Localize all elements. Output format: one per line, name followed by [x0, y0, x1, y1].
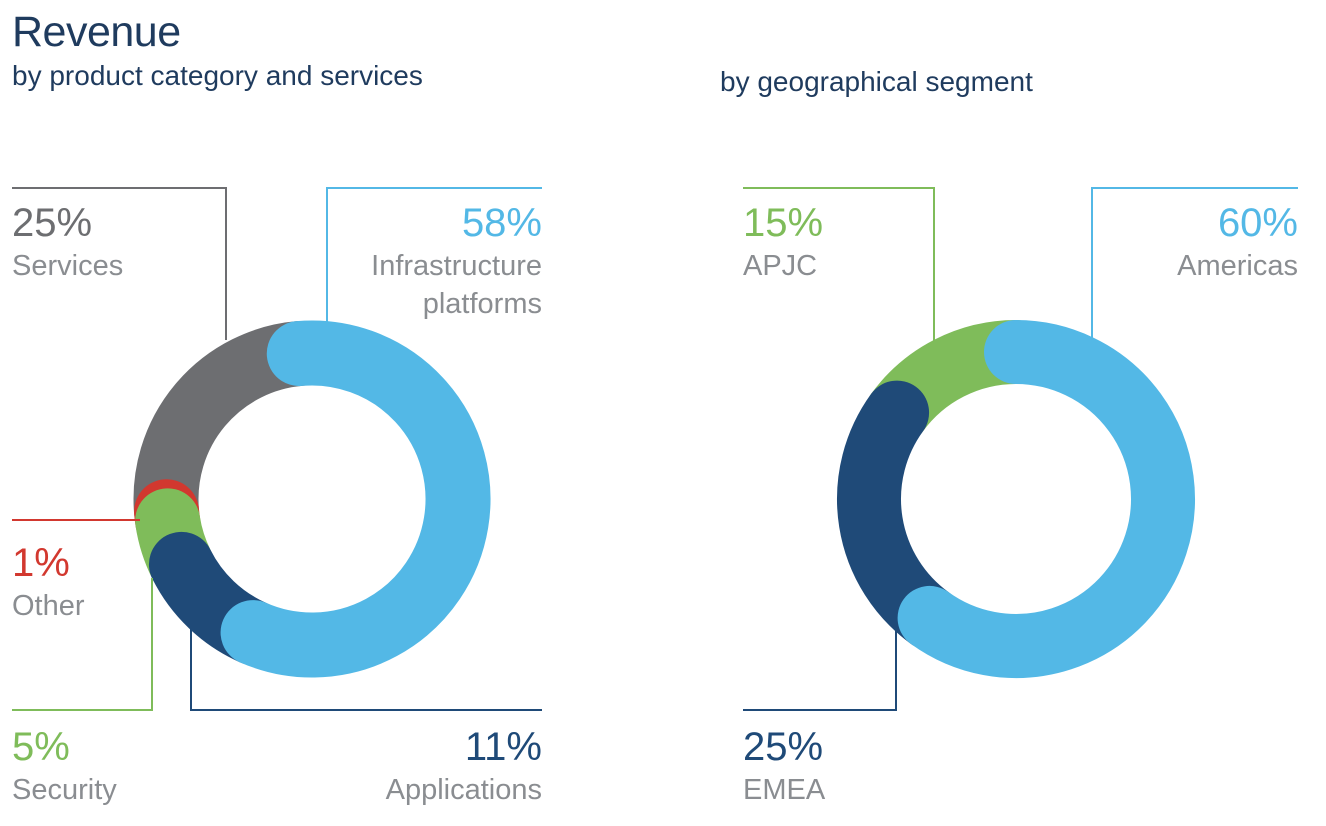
leader-line-security: [12, 578, 153, 711]
other-pct: 1%: [12, 541, 70, 585]
leader-lines: [12, 187, 1298, 711]
geo-donut: [837, 320, 1195, 678]
geo-chart-subtitle: by geographical segment: [720, 66, 1033, 97]
services-name: Services: [12, 250, 124, 282]
label-americas: 60% Americas: [1098, 203, 1298, 285]
page-title: Revenue: [12, 8, 181, 56]
label-apjc: 15% APJC: [743, 203, 823, 285]
security-name: Security: [12, 774, 117, 806]
label-applications: 11% Applications: [312, 727, 542, 809]
apjc-name: APJC: [743, 250, 818, 282]
applications-name: Applications: [385, 774, 542, 806]
applications-pct: 11%: [464, 725, 542, 769]
leader-line-apjc: [743, 187, 935, 342]
americas-pct: 60%: [1217, 201, 1298, 245]
leader-line-services: [12, 187, 227, 340]
services-pct: 25%: [12, 201, 93, 245]
product-chart-subtitle: by product category and services: [12, 60, 423, 91]
other-name: Other: [12, 590, 85, 622]
leader-line-infrastructure: [326, 187, 542, 322]
leader-line-applications: [190, 625, 542, 711]
americas-name: Americas: [1177, 250, 1298, 282]
infrastructure-pct: 58%: [461, 201, 542, 245]
label-services: 25% Services: [12, 203, 123, 285]
emea-pct: 25%: [743, 725, 824, 769]
infrastructure-name: Infrastructure platforms: [371, 250, 542, 320]
label-emea: 25% EMEA: [743, 727, 825, 809]
label-other: 1% Other: [12, 543, 85, 625]
product-slice-infrastructure-platforms: [220, 320, 491, 678]
security-pct: 5%: [12, 725, 70, 769]
label-security: 5% Security: [12, 727, 117, 809]
leader-line-americas: [1091, 187, 1298, 338]
apjc-pct: 15%: [743, 201, 824, 245]
product-donut: [133, 320, 491, 678]
leader-line-emea: [743, 630, 897, 711]
emea-name: EMEA: [743, 774, 826, 806]
geo-slice-emea: [837, 380, 962, 650]
label-infrastructure: 58% Infrastructure platforms: [312, 203, 542, 323]
geo-slice-americas: [897, 320, 1195, 678]
